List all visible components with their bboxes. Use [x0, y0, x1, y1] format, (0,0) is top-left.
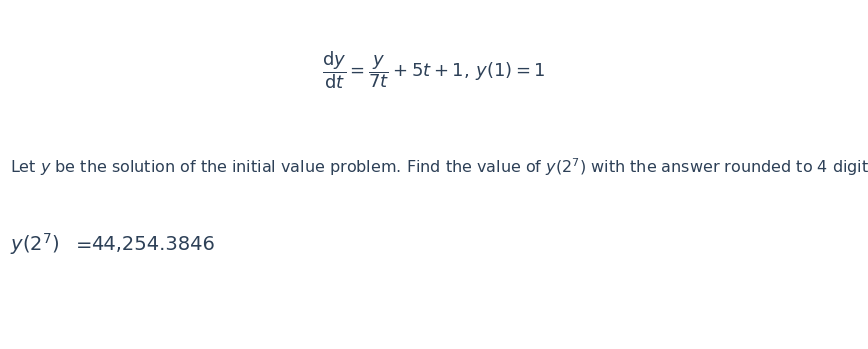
Text: $\dfrac{\mathrm{d}y}{\mathrm{d}t} = \dfrac{y}{7t} + 5t + 1,\, y\left(1\right) = : $\dfrac{\mathrm{d}y}{\mathrm{d}t} = \dfr…	[322, 49, 546, 91]
Text: $y\left(2^7\right)$: $y\left(2^7\right)$	[10, 231, 60, 257]
Text: 44,254.3846: 44,254.3846	[91, 235, 215, 254]
Text: Let $y$ be the solution of the initial value problem. Find the value of $y\left(: Let $y$ be the solution of the initial v…	[10, 157, 868, 178]
Text: $=$: $=$	[72, 235, 92, 253]
